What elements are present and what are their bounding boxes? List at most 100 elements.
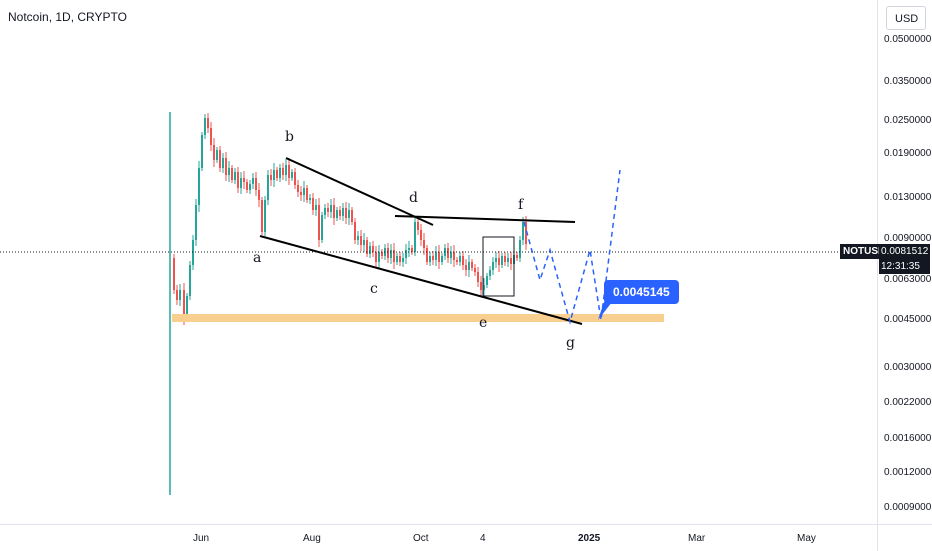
candle-body: [228, 168, 230, 175]
candle-body: [261, 200, 263, 232]
candle-body: [519, 240, 521, 258]
candle-body: [474, 268, 476, 272]
price-tick: 0.0022000: [884, 397, 932, 408]
candle-body: [390, 250, 392, 258]
candle-body: [486, 276, 488, 285]
time-tick: Mar: [688, 533, 706, 544]
upper-trendline: [285, 157, 434, 226]
candle-body: [414, 222, 416, 252]
candle-body: [495, 258, 497, 262]
candles-layer: [169, 112, 527, 495]
candle-body: [306, 188, 308, 200]
candle-body: [480, 282, 482, 290]
candle-body: [273, 170, 275, 180]
consolidation-box: [482, 236, 515, 297]
candle-body: [327, 208, 329, 212]
candle-body: [363, 240, 365, 245]
price-tick: 0.0190000: [884, 148, 932, 159]
candle-body: [225, 158, 227, 175]
candle-body: [330, 205, 332, 212]
candle-body: [354, 222, 356, 240]
price-tick: 0.0045000: [884, 314, 932, 325]
candle-body: [249, 184, 251, 190]
candle-body: [438, 252, 440, 262]
candle-body: [465, 265, 467, 270]
candle-body: [294, 172, 296, 185]
price-tick: 0.0090000: [884, 233, 932, 244]
candle-body: [234, 172, 236, 180]
candle-body: [432, 256, 434, 260]
candle-body: [243, 178, 245, 182]
candle-body: [207, 118, 209, 128]
candle-body: [285, 165, 287, 175]
candle-body: [173, 258, 175, 290]
candle-body: [258, 190, 260, 200]
candle-body: [276, 170, 278, 178]
candle-body: [339, 210, 341, 216]
callout-pointer: [598, 302, 612, 320]
candle-body: [333, 205, 335, 218]
candle-body: [426, 248, 428, 262]
candle-body: [300, 192, 302, 195]
candle-body: [408, 248, 410, 250]
wave-label-e: e: [479, 315, 488, 331]
chart-pane[interactable]: Notcoin, 1D, CRYPTO a b c d e f g 0.0045…: [0, 0, 877, 524]
candle-body: [375, 252, 377, 262]
candle-body: [396, 256, 398, 262]
price-tick: 0.0500000: [884, 34, 932, 45]
candle-body: [297, 185, 299, 192]
candle-body: [351, 210, 353, 222]
candle-body: [195, 205, 197, 240]
candle-body: [522, 222, 524, 240]
candle-body: [213, 145, 215, 160]
candle-body: [216, 150, 218, 160]
candle-body: [345, 208, 347, 218]
drawings-layer: [0, 157, 877, 325]
target-price-callout[interactable]: 0.0045145: [604, 280, 679, 304]
time-tick: Oct: [413, 533, 429, 544]
last-price-label: 0.0081512: [879, 244, 930, 259]
candle-body: [303, 188, 305, 195]
candle-body: [204, 118, 206, 135]
price-chart[interactable]: [0, 0, 877, 524]
candle-body: [189, 265, 191, 296]
price-tick: 0.0350000: [884, 76, 932, 87]
time-tick: Jun: [193, 533, 210, 544]
candle-body: [348, 210, 350, 218]
candle-body: [378, 252, 380, 262]
wave-label-g: g: [566, 335, 575, 351]
candle-body: [435, 252, 437, 260]
candle-body: [525, 222, 527, 244]
time-tick: 4: [480, 533, 486, 544]
candle-body: [483, 285, 485, 290]
currency-button[interactable]: USD: [886, 6, 926, 30]
candle-body: [288, 165, 290, 178]
candle-body: [498, 258, 500, 265]
candle-body: [267, 175, 269, 200]
candle-body: [453, 252, 455, 260]
axis-corner: [877, 524, 932, 551]
candle-body: [456, 260, 458, 262]
candle-body: [516, 255, 518, 258]
candle-body: [179, 290, 181, 300]
candle-body: [321, 215, 323, 240]
price-tick: 0.0012000: [884, 467, 932, 478]
candle-body: [372, 246, 374, 252]
price-tick: 0.0130000: [884, 192, 932, 203]
candle-body: [477, 272, 479, 282]
wave-label-d: d: [409, 190, 418, 206]
price-tick: 0.0009000: [884, 502, 932, 513]
candle-body: [183, 290, 185, 318]
candle-body: [342, 208, 344, 216]
candle-body: [501, 256, 503, 265]
time-tick: Aug: [303, 533, 321, 544]
wave-label-b: b: [285, 129, 294, 145]
time-axis[interactable]: Jun Aug Oct 4 2025 Mar May: [0, 524, 877, 551]
candle-body: [462, 256, 464, 265]
candle-body: [417, 222, 419, 230]
candle-body: [318, 205, 320, 240]
symbol-title[interactable]: Notcoin, 1D, CRYPTO: [8, 10, 127, 24]
projection-path: [523, 169, 621, 325]
price-tick: 0.0016000: [884, 433, 932, 444]
candle-body: [252, 178, 254, 184]
